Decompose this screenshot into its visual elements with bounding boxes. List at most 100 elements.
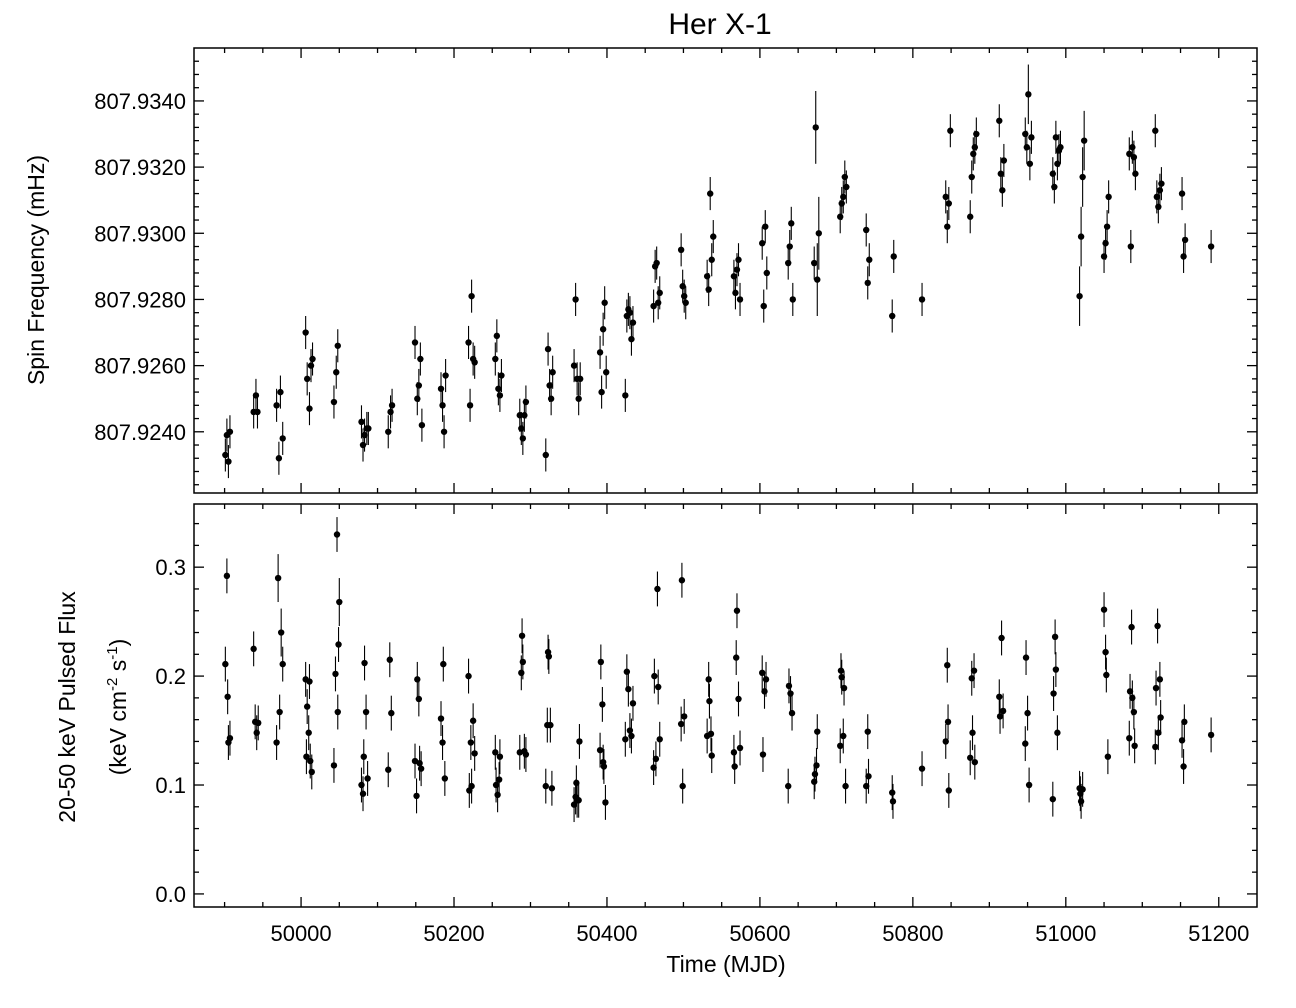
pulsed-flux-point [863, 782, 870, 790]
spin-frequency-panel: 807.9240 807.9260 807.9280 807.9300 807.9320… [23, 47, 1258, 494]
spin-frequency-point [1103, 223, 1111, 230]
spin-frequency-y-tick-label: 807.9240 [94, 420, 186, 445]
pulsed-flux-point [440, 660, 447, 668]
spin-frequency-point [942, 193, 949, 201]
spin-frequency-point [944, 223, 951, 230]
spin-frequency-point [1079, 173, 1086, 181]
pulsed-flux-point [785, 782, 792, 790]
pulsed-flux-point [303, 703, 311, 710]
pulsed-flux-point [360, 753, 367, 760]
spin-frequency-point [890, 253, 897, 260]
spin-frequency-point [889, 312, 896, 320]
x-axis-label: Time (MJD) [666, 951, 785, 977]
pulsed-flux-point [628, 732, 635, 740]
spin-frequency-point [1026, 160, 1034, 167]
pulsed-flux-point [652, 755, 660, 763]
pulsed-flux-point [622, 736, 629, 743]
pulsed-flux-point [1207, 731, 1215, 739]
pulsed-flux-point [274, 574, 282, 582]
pulsed-flux-point [492, 781, 500, 789]
x-tick-label: 51000 [1035, 921, 1096, 946]
spin-frequency-point [334, 342, 341, 349]
spin-frequency-point [1051, 183, 1058, 191]
spin-frequency-point [967, 213, 974, 220]
spin-frequency-point [1022, 130, 1029, 138]
spin-frequency-point [1080, 137, 1088, 144]
spin-frequency-point [997, 170, 1005, 177]
spin-frequency-point [596, 349, 604, 356]
spin-frequency-point [837, 213, 844, 220]
spin-frequency-point [333, 369, 340, 376]
spin-frequency-point [601, 299, 608, 306]
pulsed-flux-point [273, 739, 280, 746]
pulsed-flux-point [678, 577, 686, 584]
pulsed-flux-point [865, 773, 872, 780]
pulsed-flux-point [813, 762, 820, 769]
pulsed-flux-ticks: 0.0 0.1 0.2 0.3 [155, 504, 1257, 907]
spin-frequency-point [521, 412, 528, 419]
spin-frequency-point [1180, 253, 1187, 260]
spin-frequency-point [465, 339, 472, 346]
pulsed-flux-point [1052, 666, 1060, 673]
pulsed-flux-point [255, 719, 262, 727]
pulsed-flux-point [840, 732, 847, 740]
pulsed-flux-point [733, 607, 741, 614]
pulsed-flux-point [1100, 606, 1108, 613]
spin-frequency-point [575, 395, 582, 402]
spin-frequency-point [760, 302, 767, 310]
pulsed-flux-point [625, 685, 632, 693]
spin-frequency-y-tick-label: 807.9340 [94, 89, 186, 114]
spin-frequency-point [733, 266, 741, 273]
spin-frequency-point [653, 259, 660, 267]
spin-frequency-point [1158, 180, 1165, 187]
pulsed-flux-point [1155, 729, 1162, 736]
spin-frequency-y-tick-label: 807.9320 [94, 155, 186, 180]
spin-frequency-point [703, 273, 711, 280]
spin-frequency-point [415, 382, 423, 389]
spin-frequency-point [359, 441, 367, 449]
x-tick-label: 50000 [270, 921, 331, 946]
pulsed-flux-point [519, 658, 527, 666]
pulsed-flux-point [226, 734, 234, 742]
pulsed-flux-point [1054, 729, 1061, 736]
pulsed-flux-point [306, 678, 313, 685]
pulsed-flux-point [599, 701, 606, 708]
pulsed-flux-point [223, 572, 231, 580]
pulsed-flux-y-label-line2: (keV cm-2 s-1) [104, 639, 131, 776]
pulsed-flux-point [944, 718, 952, 726]
spin-frequency-point [762, 223, 769, 230]
spin-frequency-y-label: Spin Frequency (mHz) [23, 155, 49, 385]
pulsed-flux-point [655, 683, 662, 691]
spin-frequency-point [815, 230, 822, 237]
pulsed-flux-point [575, 797, 582, 804]
pulsed-flux-point [971, 758, 979, 766]
spin-frequency-point [598, 388, 605, 396]
pulsed-flux-point [441, 775, 449, 782]
chart-title: Her X-1 [668, 8, 771, 41]
spin-frequency-point [785, 259, 792, 267]
pulsed-flux-point [308, 768, 315, 776]
spin-frequency-point [814, 276, 821, 283]
x-tick-label: 51200 [1188, 921, 1249, 946]
spin-frequency-point [466, 402, 474, 409]
pulsed-flux-point [437, 715, 445, 722]
spin-frequency-point [442, 372, 449, 379]
spin-frequency-point [549, 369, 556, 376]
spin-frequency-point [735, 256, 742, 263]
spin-frequency-point [493, 332, 501, 340]
pulsed-flux-point [573, 779, 580, 787]
pulsed-flux-point [250, 645, 257, 653]
pulsed-flux-point [970, 667, 978, 674]
pulsed-flux-point [707, 730, 715, 738]
pulsed-flux-point [967, 754, 974, 761]
pulsed-flux-y-label-line1: 20-50 keV Pulsed Flux [54, 591, 80, 823]
pulsed-flux-point [1180, 763, 1187, 770]
pulsed-flux-point [679, 782, 686, 790]
spin-frequency-point [736, 296, 744, 303]
spin-frequency-point [358, 418, 365, 426]
spin-frequency-point [1054, 160, 1061, 167]
spin-frequency-point [840, 193, 847, 201]
pulsed-flux-point [811, 770, 819, 778]
pulsed-flux-point [1104, 753, 1112, 760]
spin-frequency-point [970, 150, 977, 158]
